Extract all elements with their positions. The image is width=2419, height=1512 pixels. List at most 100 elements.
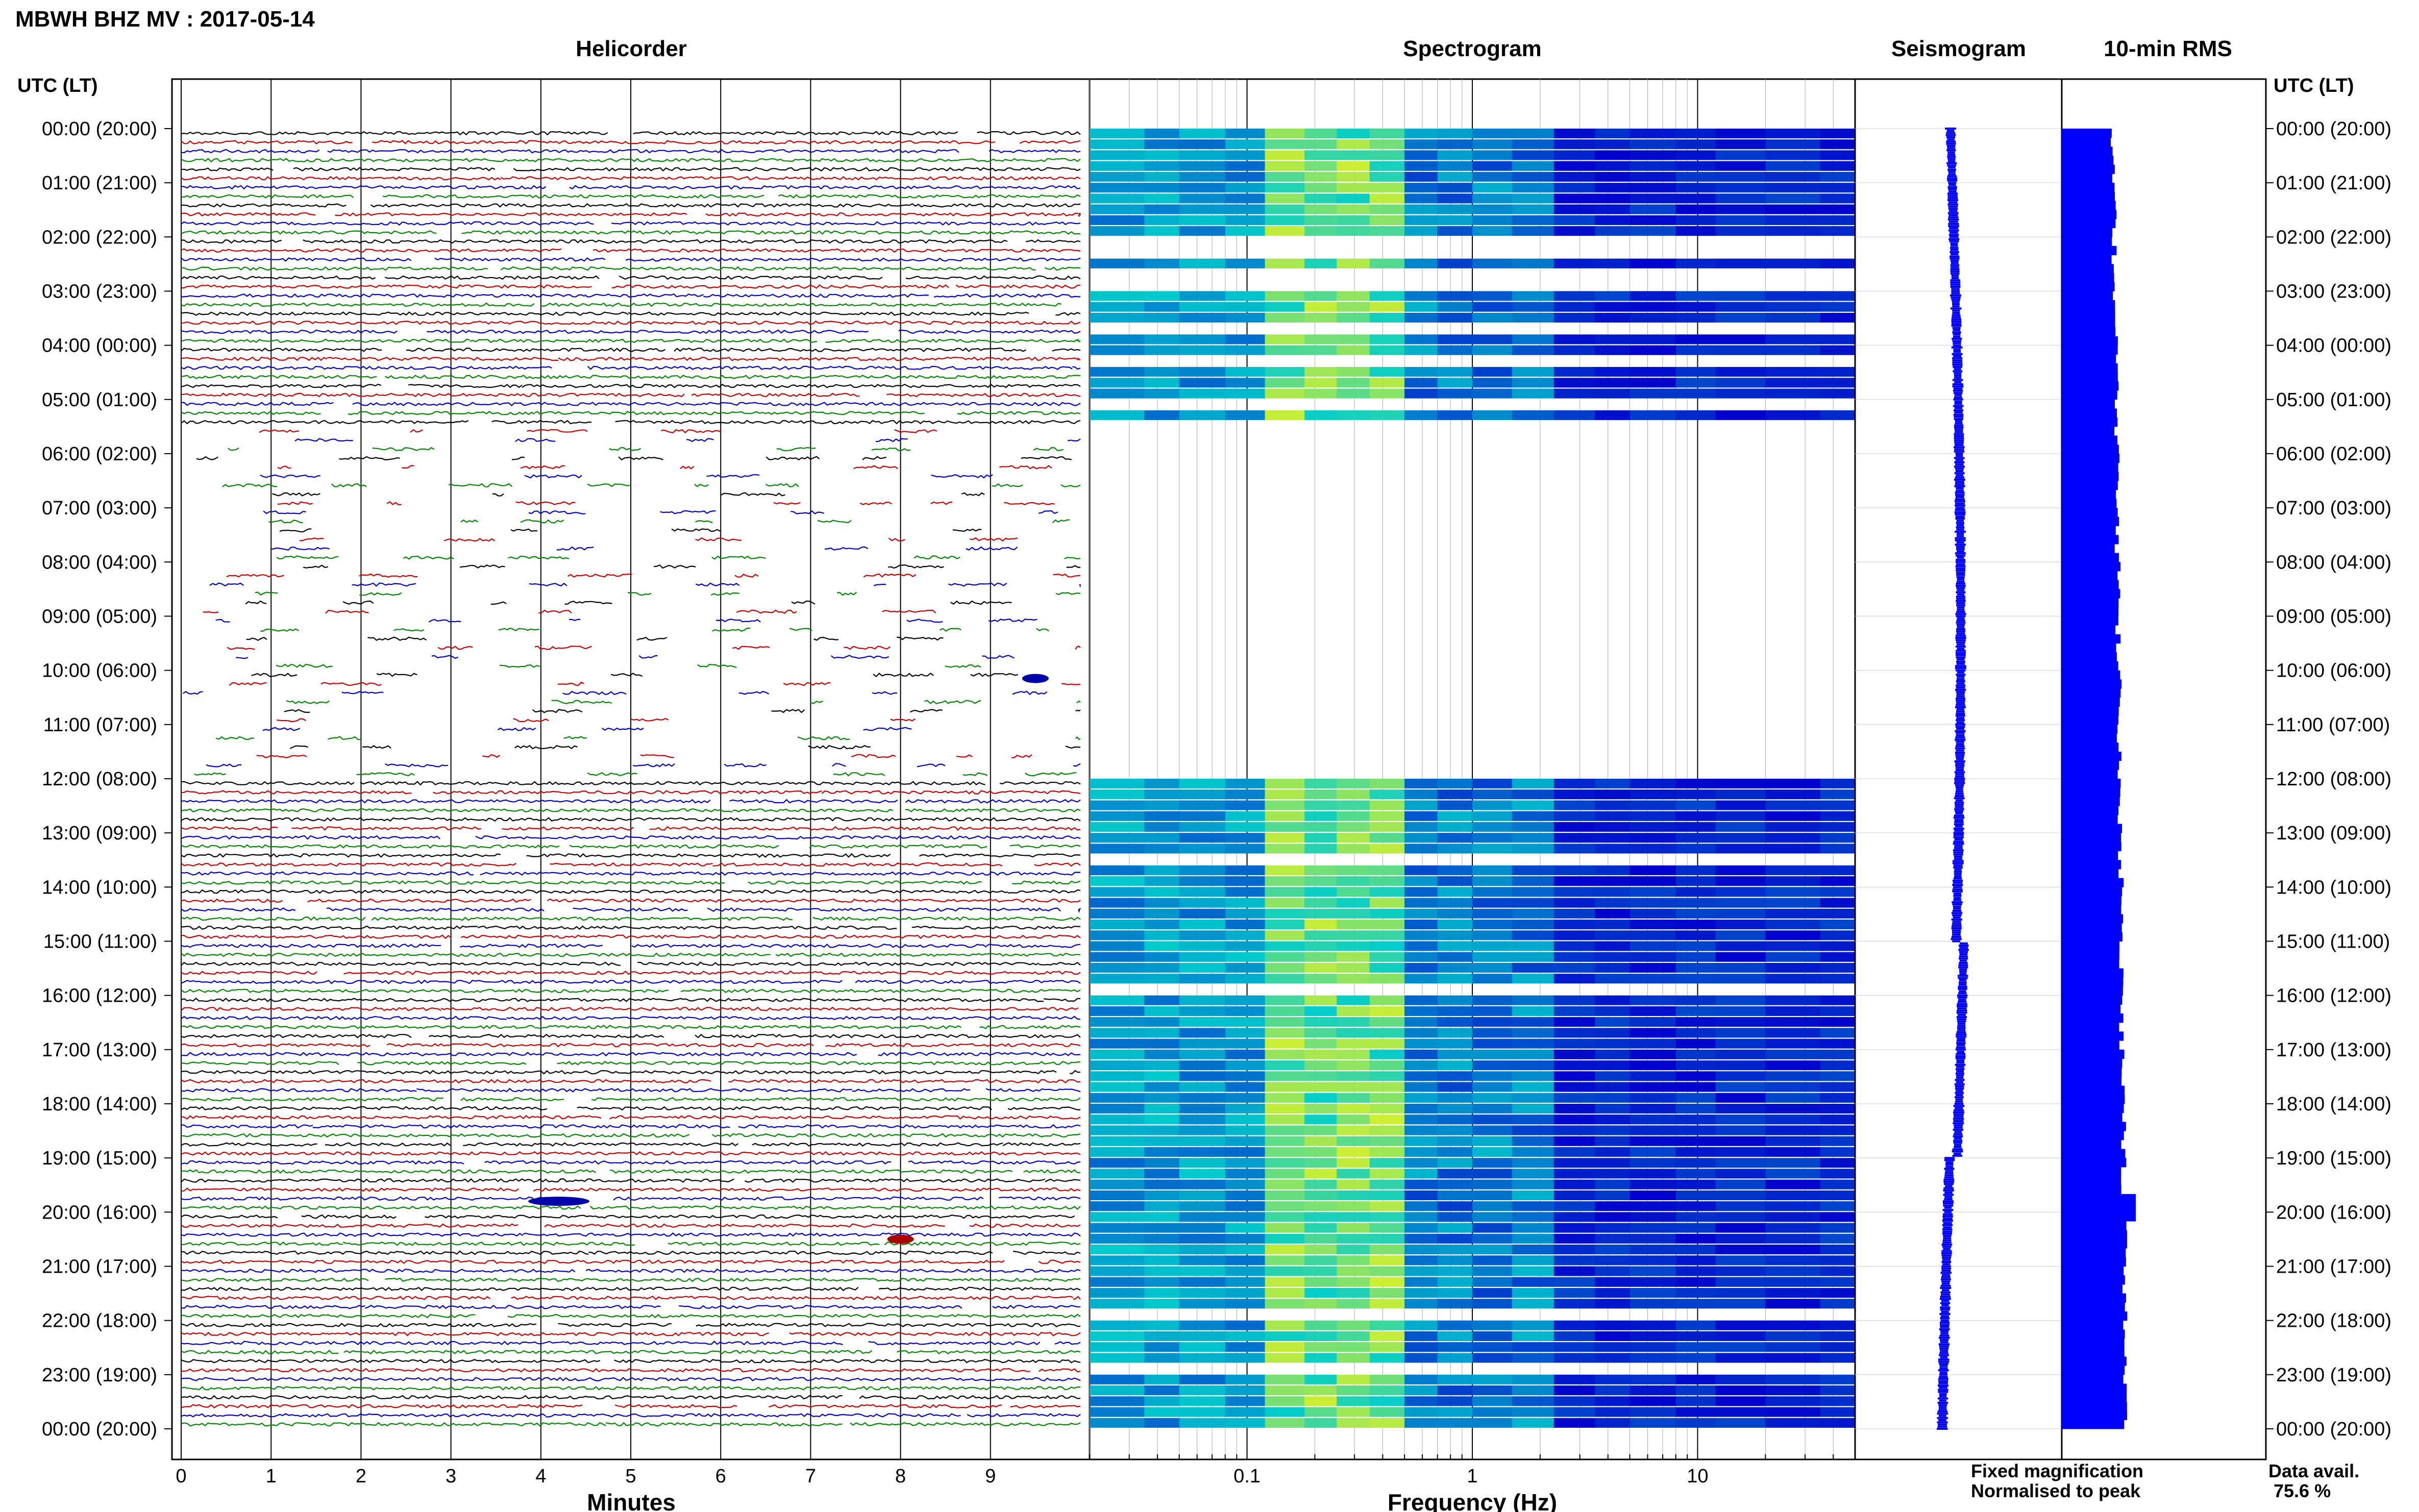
spectrogram-cell [1144, 1255, 1180, 1266]
helicorder-trace [490, 601, 507, 605]
spectrogram-cell [1715, 1223, 1766, 1233]
spectrogram-cell [1765, 291, 1821, 301]
spectrogram-cell [1144, 1114, 1180, 1125]
spectrogram-cell [1144, 291, 1180, 301]
spectrogram-cell [1595, 367, 1631, 377]
helicorder-trace [181, 988, 307, 993]
helicorder-trace [853, 1097, 1081, 1102]
helicorder-trace [460, 934, 819, 939]
helicorder-trace [729, 853, 891, 858]
helicorder-trace [964, 1061, 1081, 1065]
spectrogram-cell [1404, 161, 1438, 171]
helicorder-trace [1060, 484, 1081, 487]
spectrogram-cell [1144, 1277, 1180, 1287]
spectrogram-cell [1472, 258, 1513, 268]
spectrogram-cell [1820, 1331, 1856, 1341]
helicorder-title: Helicorder [576, 36, 687, 61]
rms-bar [2062, 670, 2120, 680]
helicorder-trace [852, 131, 958, 136]
spectrogram-cell [1404, 226, 1438, 236]
helicorder-trace [293, 167, 496, 172]
spectrogram-cell [1090, 1060, 1145, 1071]
spectrogram-cell [1179, 150, 1226, 160]
helicorder-trace [260, 474, 320, 478]
spectrogram-cell [1437, 215, 1473, 225]
spectrogram-cell [1472, 995, 1513, 1005]
spectrogram-cell [1553, 1147, 1595, 1157]
spectrogram-cell [1144, 1136, 1180, 1146]
rms-bar [2062, 1068, 2122, 1077]
spectrogram-cell [1337, 1125, 1370, 1135]
helicorder-trace [872, 1313, 1081, 1319]
spectrogram-cell [1144, 920, 1180, 930]
spectrogram-cell [1595, 1028, 1631, 1038]
spectrogram-cell [1553, 367, 1595, 377]
spectrogram-cell [1144, 313, 1180, 323]
spectrogram-cell [1179, 129, 1226, 139]
helicorder-trace [515, 501, 576, 505]
spectrogram-cell [1225, 171, 1266, 182]
helicorder-trace [894, 1115, 1081, 1120]
right-time-label: 00:00 (20:00) [2276, 118, 2391, 140]
helicorder-trace [640, 754, 674, 758]
spectrogram-cell [1715, 1006, 1766, 1016]
helicorder-trace [862, 456, 886, 460]
helicorder-trace [564, 1341, 843, 1346]
spectrogram-cell [1595, 1353, 1631, 1363]
helicorder-trace [560, 1133, 690, 1138]
helicorder-trace [658, 1368, 1030, 1373]
helicorder-trace [181, 248, 285, 253]
spectrogram-cell [1304, 1114, 1337, 1125]
spectrogram-cell [1265, 789, 1305, 800]
helicorder-trace [506, 1015, 760, 1021]
spectrogram-cell [1304, 789, 1337, 800]
spectrogram-cell [1090, 129, 1145, 139]
helicorder-trace [836, 591, 857, 596]
spectrogram-cell [1337, 1212, 1370, 1222]
minute-tick-label: 7 [805, 1466, 816, 1487]
spectrogram-cell [1337, 1190, 1370, 1200]
spectrogram-cell [1512, 1179, 1554, 1189]
helicorder-trace [260, 628, 299, 632]
spectrogram-cell [1337, 1049, 1370, 1059]
spectrogram-cell [1404, 1158, 1438, 1168]
helicorder-trace [301, 1214, 397, 1219]
spectrogram-cell [1225, 204, 1266, 214]
spectrogram-cell [1472, 204, 1513, 214]
spectrogram-cell [1179, 291, 1226, 301]
spectrogram-cell [1472, 171, 1513, 182]
helicorder-trace [738, 1124, 1081, 1129]
helicorder-trace [343, 1350, 554, 1355]
spectrogram-cell [1595, 171, 1631, 182]
spectrogram-cell [1512, 215, 1554, 225]
spectrogram-cell [1437, 908, 1473, 919]
spectrogram-cell [1472, 1190, 1513, 1200]
spectrogram-cell [1144, 1353, 1180, 1363]
spectrogram-cell [1090, 1396, 1145, 1406]
helicorder-trace [686, 203, 796, 208]
spectrogram-cell [1715, 161, 1766, 171]
spectrogram-cell [1265, 876, 1305, 886]
helicorder-trace [1013, 1251, 1081, 1255]
spectrogram-cell [1179, 1288, 1226, 1298]
helicorder-trace [1011, 754, 1032, 758]
spectrogram-cell [1090, 1342, 1145, 1352]
spectrogram-cell [1090, 1179, 1145, 1189]
spectrogram-cell [1715, 193, 1766, 204]
spectrogram-cell [1437, 1255, 1473, 1266]
spectrogram-cell [1820, 139, 1856, 150]
rms-bar [2062, 137, 2111, 147]
spectrogram-cell [1715, 844, 1766, 854]
helicorder-trace [342, 600, 374, 605]
helicorder-trace [181, 916, 366, 921]
spectrogram-cell [1369, 1245, 1405, 1255]
helicorder-trace [602, 727, 644, 731]
helicorder-trace [528, 510, 586, 515]
helicorder-trace [181, 1250, 589, 1255]
helicorder-trace [529, 582, 567, 587]
spectrogram-cell [1553, 1212, 1595, 1222]
rms-bar [2062, 1022, 2119, 1032]
spectrogram-cell [1472, 1331, 1513, 1341]
spectrogram-cell [1630, 1266, 1676, 1276]
spectrogram-cell [1369, 1017, 1405, 1027]
